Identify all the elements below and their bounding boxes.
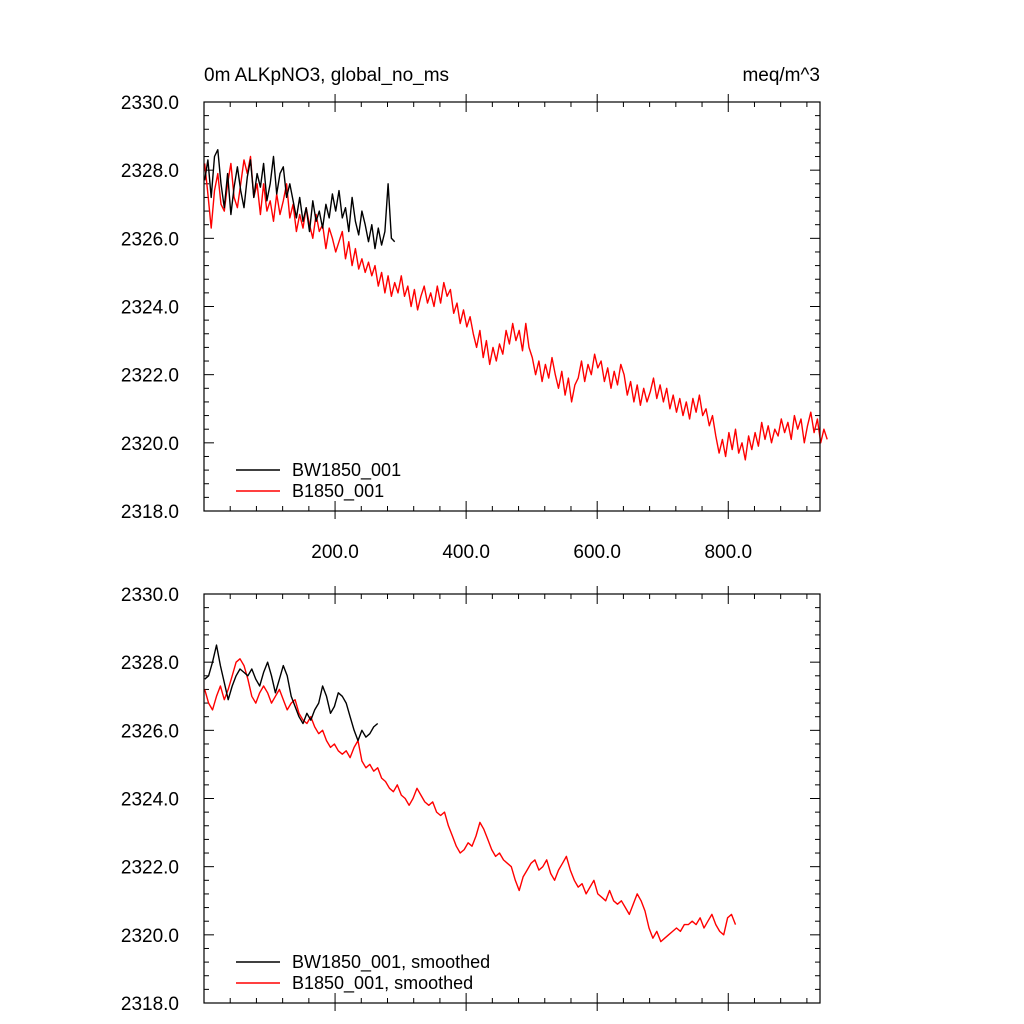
- series-line-bw1850-001: [204, 148, 396, 250]
- y-tick-label: 2318.0: [121, 502, 179, 523]
- x-tick-label: 800.0: [704, 542, 752, 563]
- y-tick-label: 2320.0: [121, 926, 179, 947]
- top-series: [204, 148, 828, 461]
- x-tick-label: 400.0: [442, 542, 490, 563]
- x-tick-label: 600.0: [573, 542, 621, 563]
- bottom-series: [204, 644, 737, 943]
- y-tick-label: 2326.0: [121, 721, 179, 742]
- bottom-plot-frame: [203, 593, 821, 1004]
- y-tick-label: 2324.0: [121, 298, 179, 319]
- y-tick-label: 2328.0: [121, 653, 179, 674]
- top-panel: 0m ALKpNO3, global_no_ms meq/m^3 2330.02…: [121, 65, 828, 563]
- bottom-legend: BW1850_001, smoothed B1850_001, smoothed: [236, 952, 490, 994]
- y-tick-label: 2324.0: [121, 790, 179, 811]
- y-tick-label: 2330.0: [121, 93, 179, 114]
- legend-label-b1850: B1850_001: [292, 481, 384, 502]
- y-tick-label: 2322.0: [121, 366, 179, 387]
- top-plot-frame: [203, 101, 821, 512]
- legend-label-bw1850: BW1850_001: [292, 460, 401, 481]
- series-line-b1850-001-smoothed: [204, 658, 737, 943]
- top-legend: BW1850_001 B1850_001: [236, 460, 401, 502]
- y-tick-label: 2328.0: [121, 161, 179, 182]
- legend-label-b1850-smoothed: B1850_001, smoothed: [292, 973, 473, 994]
- x-tick-label: 200.0: [311, 542, 359, 563]
- chart-title-left: 0m ALKpNO3, global_no_ms: [204, 65, 449, 86]
- series-line-bw1850-001-smoothed: [204, 644, 379, 742]
- y-tick-label: 2322.0: [121, 858, 179, 879]
- top-ticks: 2330.0 2328.0 2326.0 2324.0 2322.0 2320.0 2318…: [121, 93, 820, 563]
- y-tick-label: 2318.0: [121, 994, 179, 1015]
- series-line-b1850-001: [204, 155, 828, 461]
- chart-title-units: meq/m^3: [742, 65, 820, 86]
- y-tick-label: 2320.0: [121, 434, 179, 455]
- bottom-panel: 2330.0 2328.0 2326.0 2324.0 2322.0 2320.0 2318…: [121, 585, 821, 1015]
- y-tick-label: 2330.0: [121, 585, 179, 606]
- legend-label-bw1850-smoothed: BW1850_001, smoothed: [292, 952, 490, 973]
- bottom-ticks: 2330.0 2328.0 2326.0 2324.0 2322.0 2320.0 2318…: [121, 585, 820, 1015]
- y-tick-label: 2326.0: [121, 229, 179, 250]
